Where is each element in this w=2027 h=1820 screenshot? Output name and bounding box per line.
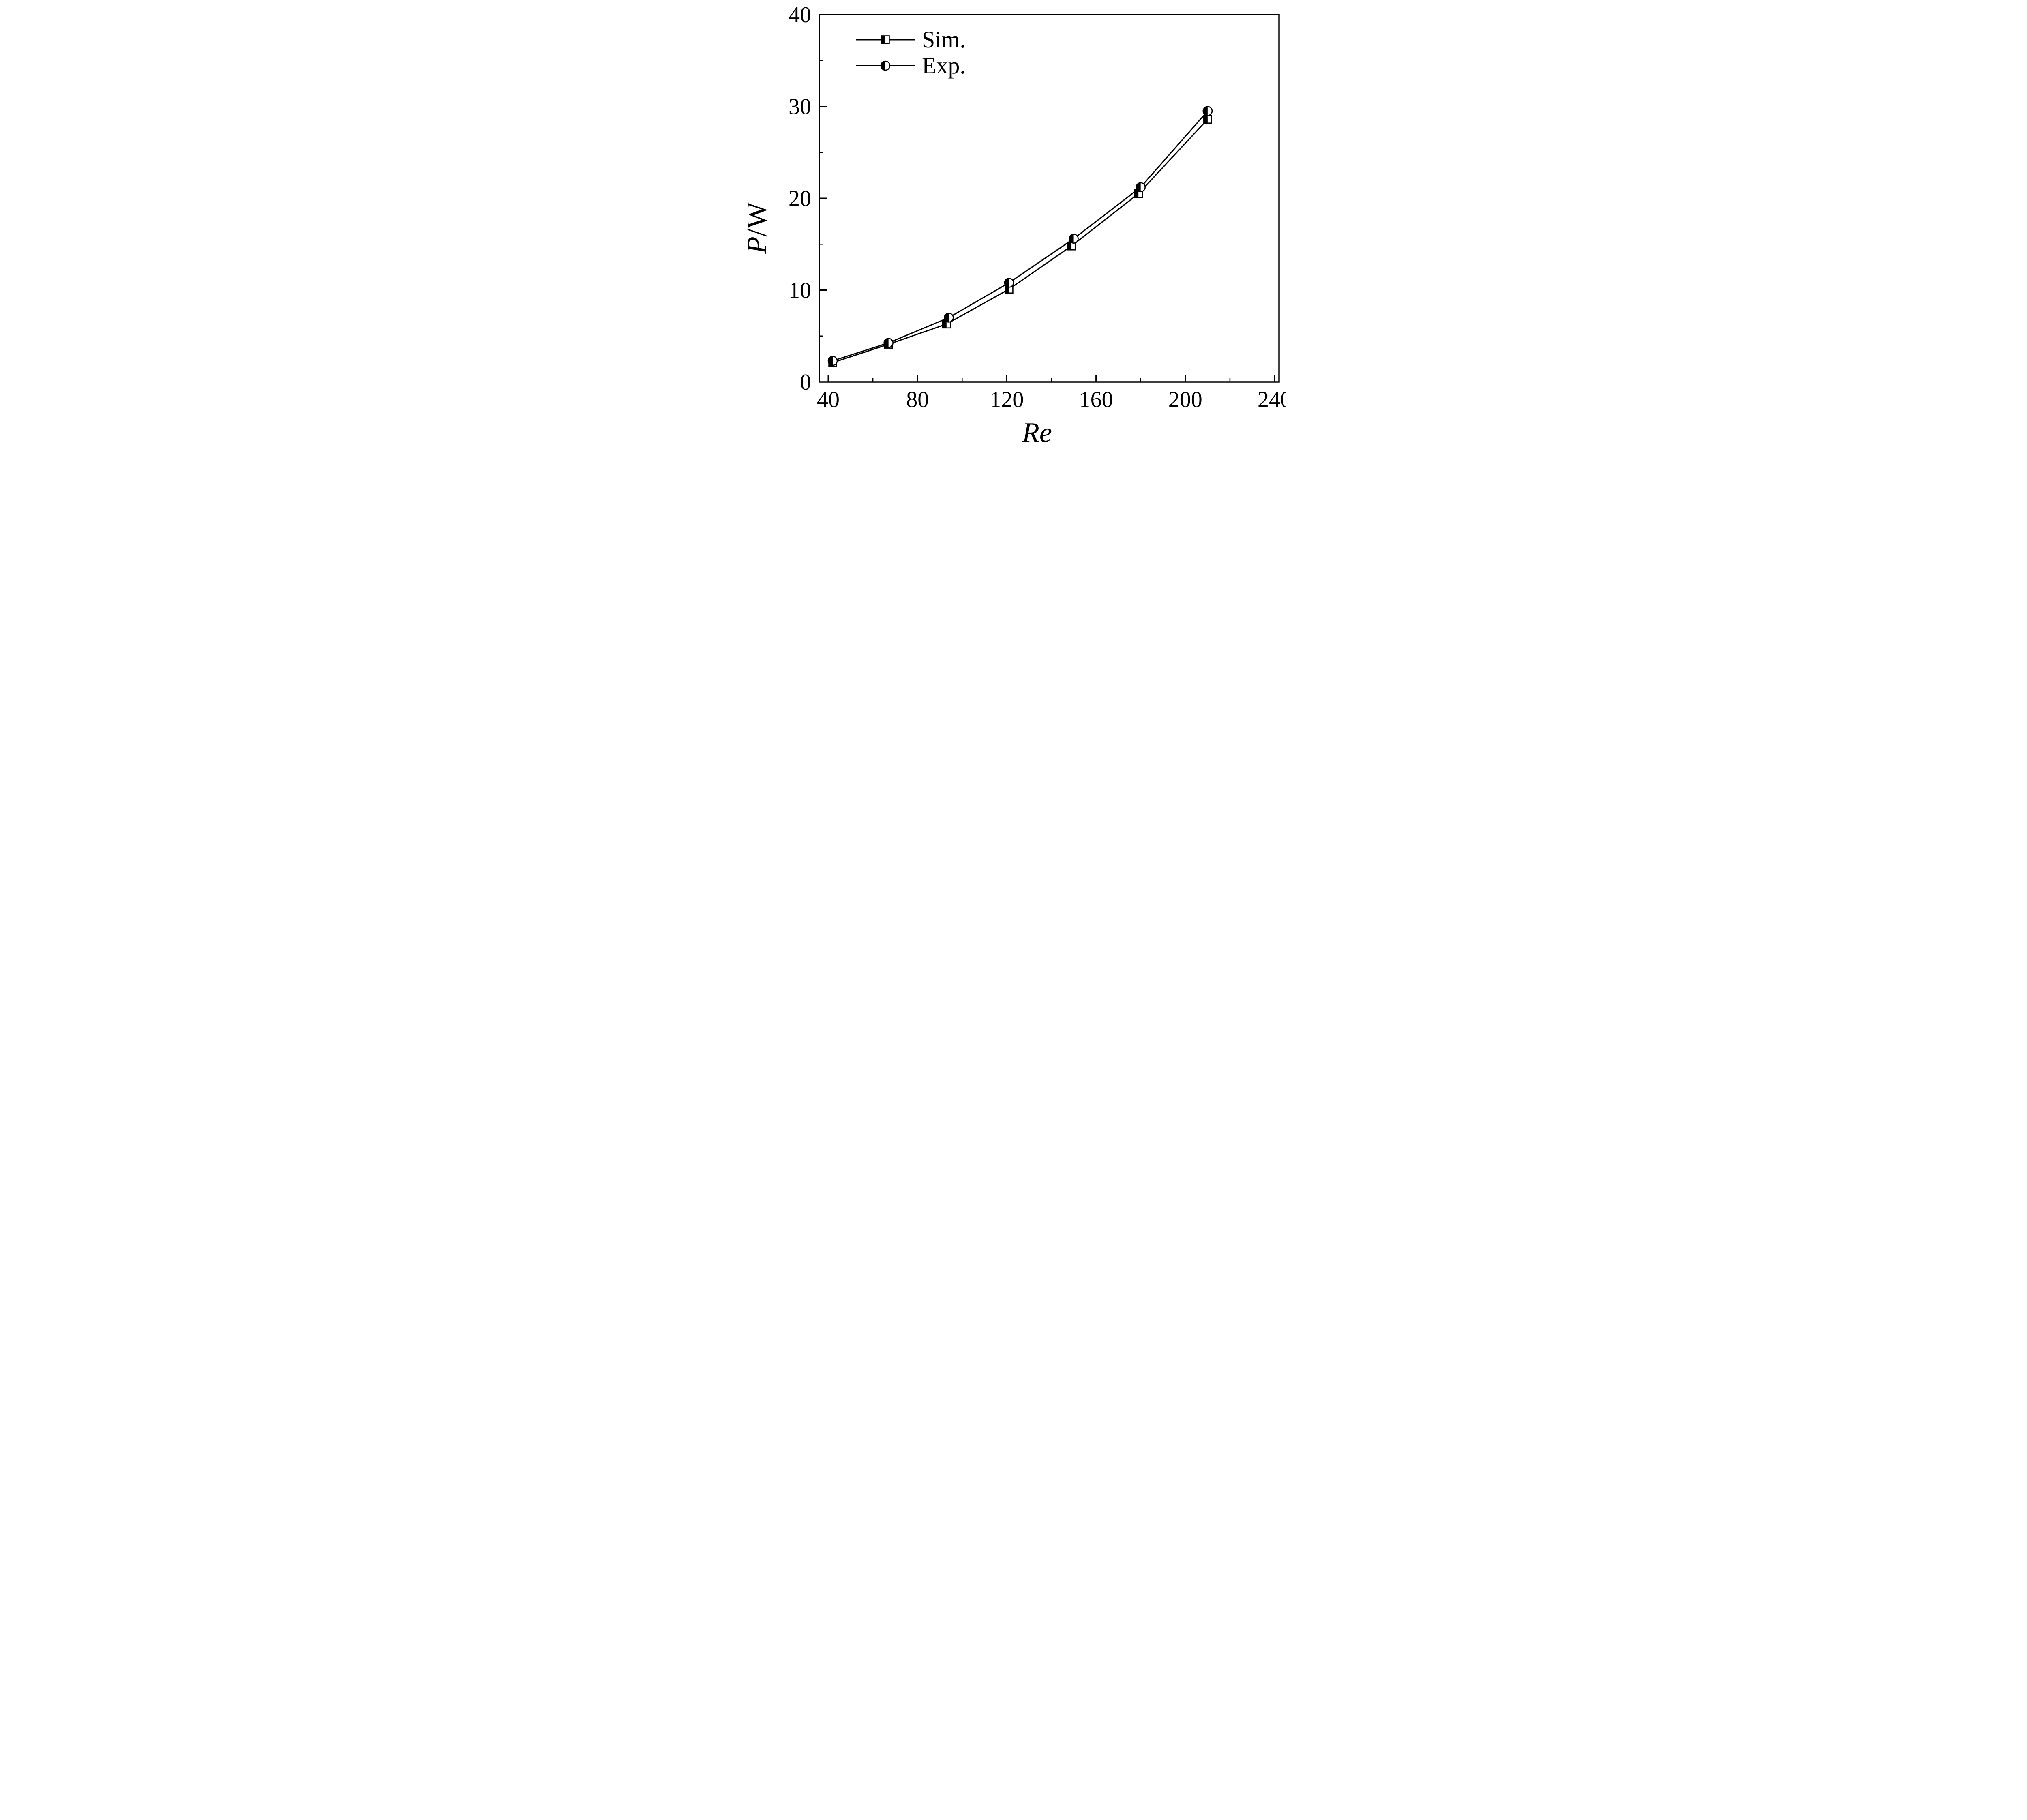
legend-marker: [881, 35, 890, 44]
marker-square-half: [943, 320, 947, 328]
chart-figure: 40 80 120 160 200 240 0 10 20 30 40 Re P/W Sim. Exp.: [741, 0, 1286, 455]
marker-circle-outline: [1004, 278, 1014, 288]
x-axis-label: Re: [1022, 417, 1052, 448]
data-point-marker: [1136, 182, 1146, 193]
legend-label: Exp.: [922, 52, 966, 79]
line-chart: 40 80 120 160 200 240 0 10 20 30 40 Re P/W Sim.Exp.: [741, 0, 1286, 455]
legend-marker: [880, 60, 891, 71]
data-point-marker: [827, 356, 838, 366]
y-axis-tick-label: 40: [789, 2, 811, 28]
y-axis-tick-label: 30: [789, 94, 811, 120]
y-axis-label: P/W: [741, 202, 773, 254]
legend-label: Sim.: [922, 26, 966, 53]
data-point-marker: [1067, 241, 1076, 251]
marker-square-half: [1134, 190, 1139, 198]
chart-background: [741, 0, 1286, 455]
data-point-marker: [1069, 234, 1079, 244]
legend-item-sim: Sim.: [856, 26, 966, 53]
marker-circle-outline: [1136, 182, 1146, 193]
marker-square-half: [1204, 115, 1208, 123]
marker-square-outline: [881, 35, 890, 44]
y-axis-tick-label: 20: [789, 186, 811, 211]
marker-circle-outline: [883, 338, 894, 348]
x-axis-tick-label: 160: [1079, 387, 1113, 412]
marker-circle-outline: [1202, 106, 1213, 116]
x-axis-tick-label: 200: [1168, 387, 1202, 412]
series-exp: [827, 106, 1213, 366]
marker-circle-outline: [943, 313, 954, 323]
x-axis-tick-label: 240: [1258, 387, 1286, 412]
marker-square-half: [1067, 242, 1072, 250]
data-point-marker: [943, 313, 954, 323]
marker-circle-outline: [880, 60, 891, 71]
marker-circle-outline: [1069, 234, 1079, 244]
legend-item-exp: Exp.: [856, 52, 966, 79]
x-axis-tick-label: 80: [906, 387, 929, 412]
marker-square-half: [1005, 285, 1009, 293]
x-axis-tick-label: 40: [817, 387, 840, 412]
marker-square-half: [881, 36, 885, 44]
data-point-marker: [883, 338, 894, 348]
marker-circle-outline: [827, 356, 838, 366]
data-point-marker: [1203, 115, 1212, 124]
x-axis-tick-label: 120: [990, 387, 1024, 412]
data-point-marker: [1202, 106, 1213, 116]
y-axis-tick-label: 0: [800, 370, 811, 395]
data-point-marker: [1004, 278, 1014, 288]
y-axis-tick-label: 10: [789, 278, 811, 303]
